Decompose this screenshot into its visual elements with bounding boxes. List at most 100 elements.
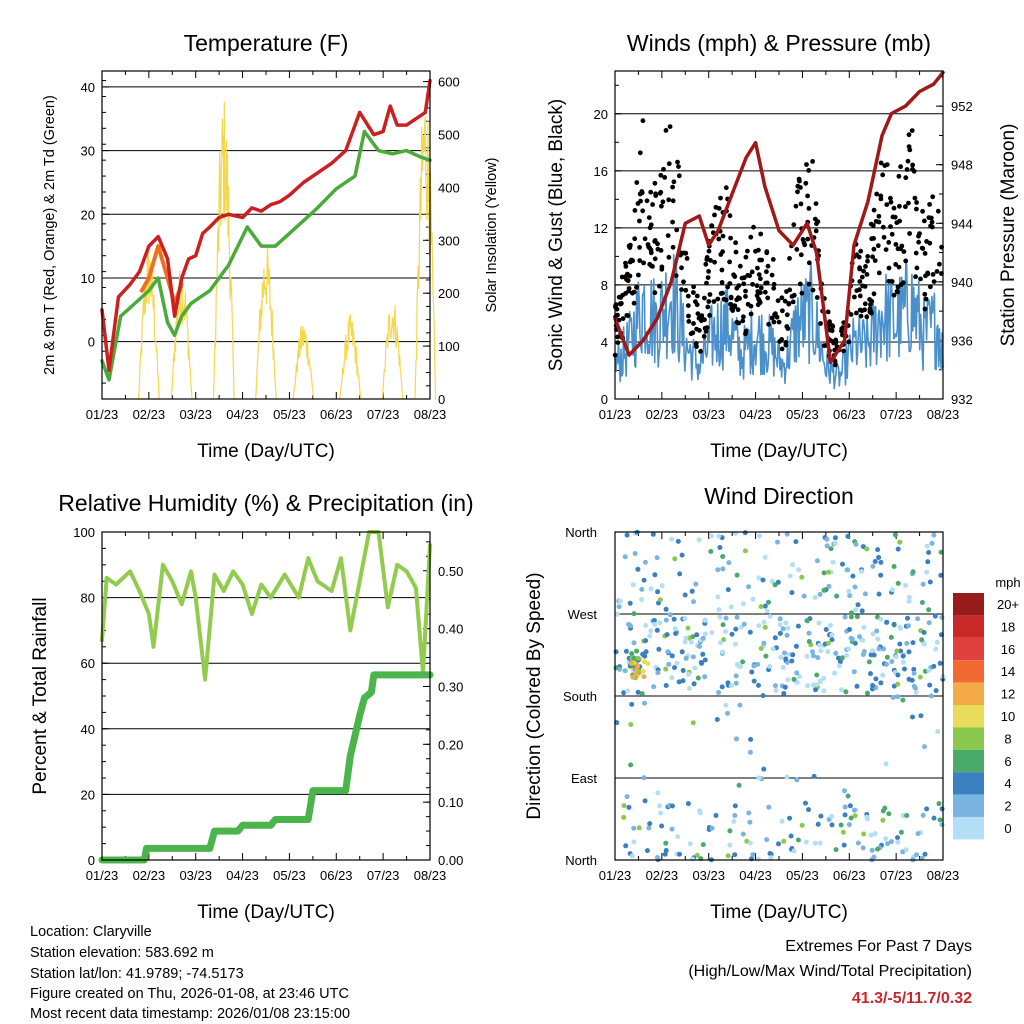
direction-point (692, 665, 698, 671)
direction-point (639, 691, 645, 697)
gust-point (671, 179, 677, 185)
x-tick-label: 07/23 (367, 868, 400, 883)
y2-tick-label: 948 (951, 158, 973, 173)
direction-point (804, 653, 810, 659)
direction-point (717, 614, 723, 620)
direction-point (817, 591, 823, 597)
gust-point (899, 282, 904, 287)
extremes-block: Extremes For Past 7 Days (High/Low/Max W… (688, 938, 972, 1007)
direction-point (729, 631, 735, 637)
gust-point (787, 256, 792, 261)
gust-point (748, 234, 754, 240)
y-tick-label: 20 (594, 107, 608, 122)
gust-point (632, 208, 638, 213)
direction-point (924, 806, 930, 812)
y-tick-label: South (563, 689, 597, 704)
gust-point (911, 168, 917, 174)
x-tick-label: 08/23 (927, 407, 960, 422)
direction-point (843, 689, 849, 695)
direction-point (853, 607, 859, 613)
y-tick-label: North (565, 525, 597, 540)
direction-point (764, 608, 770, 614)
direction-point (734, 736, 739, 742)
direction-point (823, 627, 829, 632)
y2-tick-label: 0.50 (438, 564, 463, 579)
gust-point (740, 318, 746, 324)
direction-point (842, 614, 848, 620)
direction-point (884, 654, 890, 660)
direction-point (708, 533, 714, 539)
direction-point (784, 774, 790, 780)
gust-point (615, 340, 621, 345)
direction-point (749, 856, 754, 862)
gust-point (893, 242, 899, 247)
gust-point (914, 200, 919, 205)
direction-point (669, 675, 675, 681)
direction-point (851, 807, 857, 813)
gust-point (690, 330, 696, 336)
direction-point (766, 804, 772, 810)
direction-point (847, 593, 853, 599)
gust-point (641, 260, 646, 266)
gust-point (786, 301, 792, 307)
direction-point (628, 722, 634, 727)
gust-point (704, 255, 710, 260)
direction-point (657, 620, 663, 626)
direction-point (758, 604, 764, 610)
direction-point (938, 549, 944, 555)
gust-point (698, 349, 703, 354)
x-tick-label: 01/23 (599, 868, 632, 883)
gust-point (864, 314, 870, 320)
info-recent: Most recent data timestamp: 2026/01/08 2… (30, 1006, 350, 1022)
direction-point (816, 620, 822, 626)
direction-point (629, 651, 635, 657)
direction-point (778, 654, 784, 660)
direction-point (821, 675, 827, 681)
gust-point (805, 193, 810, 199)
direction-point (804, 618, 810, 624)
gust-point (806, 260, 812, 266)
direction-point (870, 563, 876, 569)
gust-point (929, 224, 935, 230)
colorbar-swatch (953, 749, 984, 773)
direction-point (925, 559, 931, 565)
direction-point (805, 683, 811, 689)
gust-point (775, 298, 781, 304)
direction-point (734, 572, 740, 578)
gust-point (694, 326, 699, 332)
direction-point (910, 640, 916, 646)
direction-point (821, 570, 827, 576)
gust-point (657, 283, 662, 289)
direction-point (663, 606, 669, 612)
gust-point (635, 201, 641, 206)
direction-point (688, 639, 694, 645)
direction-point (630, 674, 636, 680)
solar-spike (339, 314, 362, 400)
direction-point (931, 815, 937, 821)
colorbar-label: 6 (1004, 754, 1011, 769)
gust-point (660, 199, 666, 205)
direction-point (702, 657, 708, 663)
direction-point (788, 833, 794, 839)
t2m-line (100, 78, 432, 373)
gust-point (857, 293, 863, 299)
gust-point (865, 254, 871, 259)
gust-point (914, 265, 920, 271)
direction-point (621, 690, 627, 696)
direction-point (865, 816, 870, 822)
direction-point (911, 666, 917, 672)
plot-frame (101, 531, 431, 861)
y2-tick-label: 100 (438, 339, 460, 354)
gust-point (870, 254, 875, 260)
gust-point (623, 260, 628, 266)
wind-direction-panel: Wind Direction 01/23 02/23 03/23 04/23 05/23 0… (524, 483, 959, 923)
x-tick-label: 08/23 (927, 868, 960, 883)
y2-tick-label: 500 (438, 127, 460, 142)
direction-point (870, 631, 876, 637)
direction-point (720, 622, 726, 628)
gust-point (798, 185, 803, 190)
y-tick-label: 60 (81, 656, 95, 671)
direction-point (854, 683, 860, 689)
direction-point (652, 621, 658, 627)
direction-point (865, 690, 870, 696)
